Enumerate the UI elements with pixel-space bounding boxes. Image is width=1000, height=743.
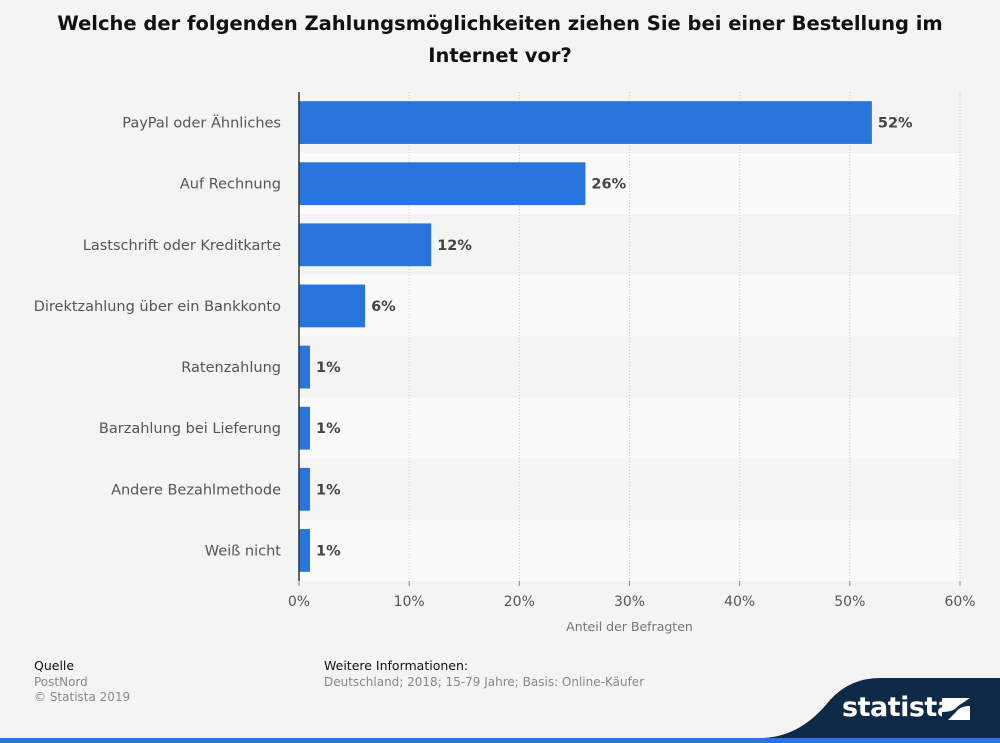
bar <box>299 406 311 450</box>
x-tick-label: 60% <box>944 594 975 610</box>
category-label: Barzahlung bei Lieferung <box>99 421 281 437</box>
value-label: 12% <box>437 238 472 254</box>
value-label: 1% <box>316 543 341 559</box>
value-label: 6% <box>371 299 396 315</box>
source-name[interactable]: PostNord <box>34 675 88 689</box>
x-tick-label: 50% <box>834 594 865 610</box>
info-heading: Weitere Informationen: <box>324 658 469 673</box>
info-text: Deutschland; 2018; 15-79 Jahre; Basis: O… <box>324 675 645 689</box>
value-label: 1% <box>316 360 341 376</box>
bar-chart: PayPal oder Ähnliches 52% Auf Rechnung 26% L… <box>34 92 976 634</box>
category-label: PayPal oder Ähnliches <box>122 114 281 132</box>
bar <box>299 284 366 328</box>
copyright: © Statista 2019 <box>34 690 131 704</box>
category-label: Ratenzahlung <box>181 360 281 376</box>
bar <box>299 223 432 267</box>
category-label: Auf Rechnung <box>180 177 281 193</box>
x-tick-label: 30% <box>614 594 645 610</box>
bar <box>299 529 311 572</box>
value-label: 26% <box>591 177 626 193</box>
x-axis-title: Anteil der Befragten <box>566 619 693 634</box>
x-tick-label: 20% <box>504 594 535 610</box>
value-label: 52% <box>878 116 913 132</box>
value-label: 1% <box>316 482 341 498</box>
x-tick-label: 10% <box>394 594 425 610</box>
chart-title: Welche der folgenden Zahlungsmöglichkeit… <box>57 12 943 67</box>
row-band <box>299 336 960 398</box>
value-label: 1% <box>316 421 341 437</box>
statista-logo[interactable]: statista <box>842 692 955 723</box>
category-label: Andere Bezahlmethode <box>111 482 281 498</box>
statista-logo-icon <box>942 698 970 720</box>
bar <box>299 162 586 206</box>
row-band <box>299 519 960 581</box>
x-tick-label: 40% <box>724 594 755 610</box>
category-label: Direktzahlung über ein Bankkonto <box>34 299 281 315</box>
category-label: Weiß nicht <box>205 543 282 559</box>
x-tick-label: 0% <box>288 594 310 610</box>
bar <box>299 101 872 144</box>
bar <box>299 467 311 511</box>
bar <box>299 345 311 389</box>
source-heading: Quelle <box>34 658 75 673</box>
category-label: Lastschrift oder Kreditkarte <box>83 238 281 254</box>
